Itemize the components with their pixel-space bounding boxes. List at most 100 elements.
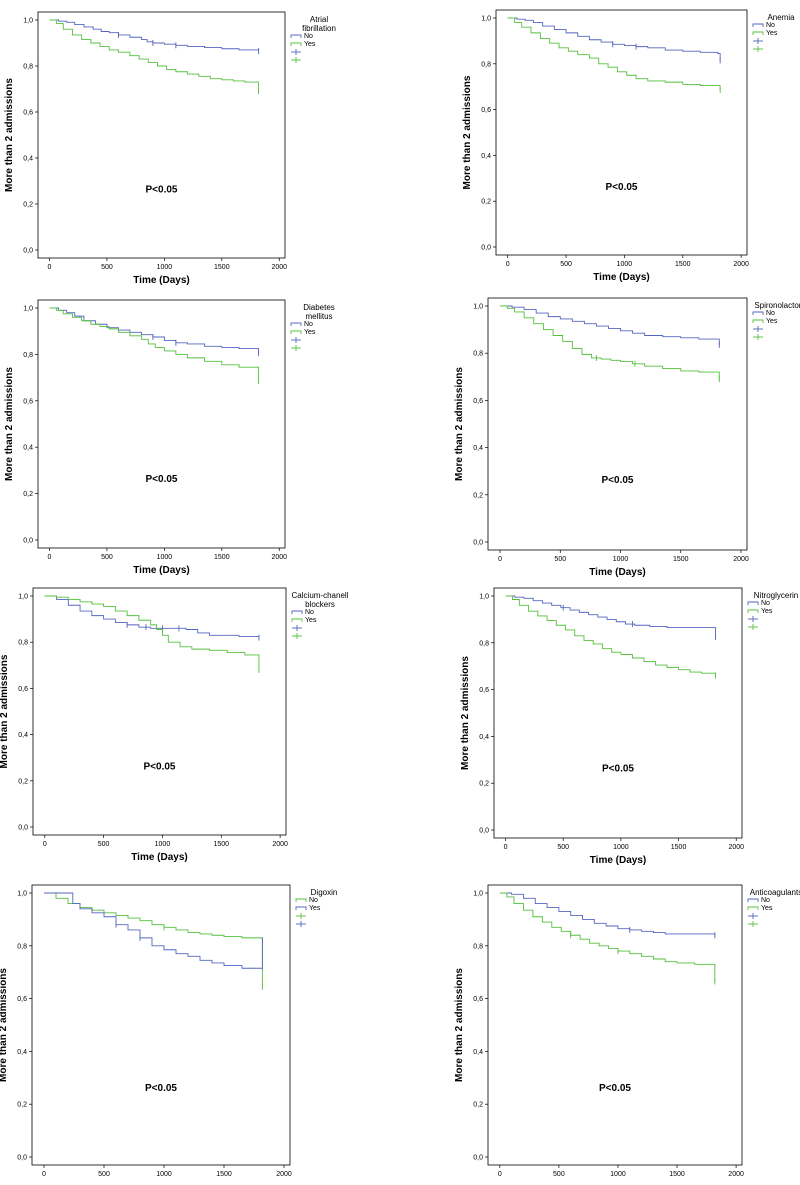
p-value-annotation: P<0.05: [145, 1083, 177, 1094]
km-curve-yes: [44, 595, 260, 670]
y-tick-label: 0,6: [473, 398, 483, 405]
plot-frame: [31, 884, 291, 1166]
plot-frame: [32, 587, 287, 836]
legend-title: Atrial: [310, 15, 328, 24]
legend-title: Digoxin: [311, 888, 338, 897]
y-tick-label: 0,8: [473, 943, 483, 950]
legend-title: Nitroglycerin: [754, 591, 798, 600]
x-tick-label: 1500: [671, 844, 687, 851]
legend-title: Anemia: [767, 13, 795, 22]
km-curve-yes: [500, 305, 720, 380]
x-tick-label: 1500: [669, 1171, 685, 1178]
y-tick-label: 0,4: [23, 445, 33, 452]
km-curve-yes: [507, 17, 721, 91]
y-tick-label: 0,0: [18, 825, 28, 832]
p-value-annotation: P<0.05: [146, 185, 178, 196]
km-panel-4: 0 500 1000 1500 2000 0,0 0,2 0,4 0,6 0,8 1,0 Time (…: [454, 297, 800, 578]
y-tick-label: 0,8: [18, 640, 28, 647]
y-axis-title: More than 2 admissions: [460, 656, 471, 770]
legend-label: Yes: [304, 329, 316, 336]
legend-line-symbol: [747, 898, 759, 902]
legend-title: Anticoagulants: [750, 888, 800, 897]
x-tick-label: 1000: [157, 554, 173, 561]
x-tick-label: 500: [553, 1171, 565, 1178]
km-curve-no: [499, 892, 716, 936]
x-axis-title: Time (Days): [593, 272, 650, 283]
x-tick-label: 2000: [733, 261, 749, 268]
legend-line-symbol: [295, 906, 307, 910]
legend-label: No: [304, 321, 313, 328]
plot-frame: [37, 11, 286, 259]
y-tick-label: 0,2: [23, 202, 33, 209]
y-axis-title: More than 2 admissions: [454, 367, 465, 481]
y-tick-label: 1,0: [23, 18, 33, 25]
x-tick-label: 2000: [276, 1171, 292, 1178]
legend-label: No: [305, 609, 314, 616]
legend-line-symbol: [747, 601, 759, 605]
x-axis-title: Time (Days): [131, 852, 188, 863]
p-value-annotation: P<0.05: [606, 182, 638, 193]
y-tick-label: 0,6: [481, 107, 491, 114]
km-curve-yes: [499, 892, 716, 982]
y-tick-label: 0,8: [23, 352, 33, 359]
p-value-annotation: P<0.05: [602, 475, 634, 486]
y-tick-label: 0,2: [18, 778, 28, 785]
x-tick-label: 1000: [613, 556, 629, 563]
y-tick-label: 0,8: [17, 943, 27, 950]
legend-label: No: [766, 310, 775, 317]
x-tick-label: 1000: [610, 1171, 626, 1178]
x-tick-label: 0: [498, 556, 502, 563]
legend-title: mellitus: [305, 312, 332, 321]
x-axis-title: Time (Days): [133, 275, 190, 286]
y-tick-label: 0,6: [18, 686, 28, 693]
km-curve-no: [49, 19, 260, 52]
y-tick-label: 0,8: [481, 61, 491, 68]
y-tick-label: 1,0: [17, 891, 27, 898]
y-axis-title: More than 2 admissions: [462, 75, 473, 189]
plot-frame: [493, 587, 743, 839]
legend-label: Yes: [766, 30, 778, 37]
legend-label: No: [304, 33, 313, 40]
x-axis-title: Time (Days): [589, 567, 646, 578]
km-curve-no: [44, 892, 263, 987]
x-tick-label: 2000: [272, 841, 288, 848]
x-tick-label: 0: [42, 1171, 46, 1178]
legend-label: Yes: [304, 41, 316, 48]
y-tick-label: 1,0: [481, 16, 491, 23]
y-tick-label: 0,2: [473, 1102, 483, 1109]
x-tick-label: 2000: [728, 844, 744, 851]
x-tick-label: 1500: [214, 554, 230, 561]
x-tick-label: 0: [506, 261, 510, 268]
y-tick-label: 0,4: [479, 734, 489, 741]
legend-line-symbol: [290, 330, 302, 334]
x-tick-label: 1500: [214, 264, 230, 271]
km-panel-2: 0 500 1000 1500 2000 0,0 0,2 0,4 0,6 0,8 1,0 Time (…: [462, 9, 795, 283]
y-axis-title: More than 2 admissions: [0, 654, 10, 768]
y-tick-label: 1,0: [473, 891, 483, 898]
y-tick-label: 0,6: [473, 996, 483, 1003]
y-axis-title: More than 2 admissions: [4, 367, 15, 481]
km-curve-no: [500, 305, 720, 345]
legend-line-symbol: [752, 31, 764, 35]
y-tick-label: 0,4: [18, 732, 28, 739]
legend-line-symbol: [290, 34, 302, 38]
km-curve-yes: [49, 19, 260, 92]
legend-line-symbol: [752, 319, 764, 323]
y-tick-label: 0,6: [23, 110, 33, 117]
y-tick-label: 0,4: [17, 1049, 27, 1056]
km-curve-yes: [49, 307, 260, 382]
p-value-annotation: P<0.05: [599, 1083, 631, 1094]
y-tick-label: 0,2: [473, 492, 483, 499]
x-tick-label: 2000: [733, 556, 749, 563]
x-tick-label: 500: [557, 844, 569, 851]
y-tick-label: 0,4: [23, 156, 33, 163]
km-panel-3: 0 500 1000 1500 2000 0,0 0,2 0,4 0,6 0,8 1,0 Time (…: [4, 299, 335, 576]
plot-frame: [487, 297, 748, 551]
x-tick-label: 0: [504, 844, 508, 851]
y-tick-label: 0,6: [17, 996, 27, 1003]
y-axis-title: More than 2 admissions: [0, 968, 9, 1082]
p-value-annotation: P<0.05: [144, 761, 176, 772]
x-axis-title: Time (Days): [133, 565, 190, 576]
